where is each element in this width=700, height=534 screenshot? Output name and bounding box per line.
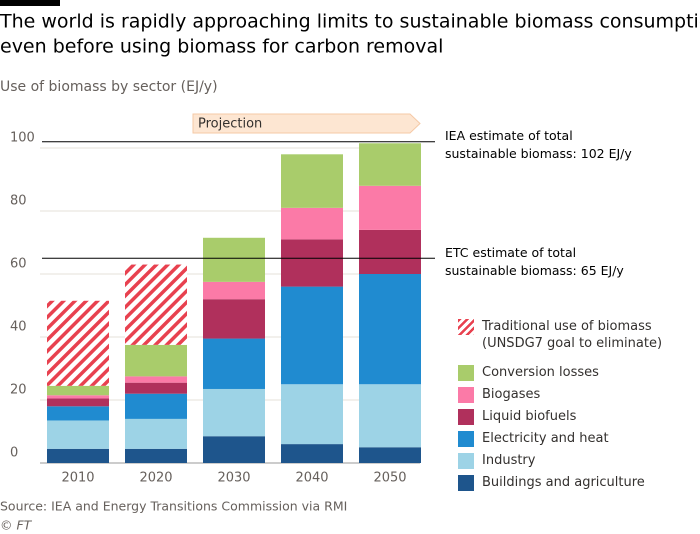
bar-segment [281,444,343,463]
chart-title: even before using biomass for carbon rem… [0,36,443,58]
x-tick-label: 2010 [61,471,94,486]
legend-label: Buildings and agriculture [482,475,645,490]
reference-label: IEA estimate of total [445,128,573,143]
bar-segment [359,384,421,448]
legend-swatch [458,319,474,335]
bar-segment [281,286,343,385]
bar-segment [359,229,421,274]
bar-segment [203,388,265,437]
bar-segment [359,274,421,385]
bar-segment [203,338,265,389]
legend-label: Industry [482,453,536,468]
bar-segment [47,420,109,449]
x-tick-label: 2020 [139,471,172,486]
legend-item: Biogases [458,386,698,403]
bar-segment [125,393,187,419]
y-tick-label: 100 [10,131,35,146]
chart-title: The world is rapidly approaching limits … [0,11,700,33]
legend-swatch [458,453,474,469]
bar-segment [359,143,421,186]
bar-segment [125,344,187,377]
legend-item: Electricity and heat [458,430,698,447]
legend-label: Conversion losses [482,365,599,380]
legend-item: Buildings and agriculture [458,474,698,491]
bar-segment [203,237,265,282]
bar-segment [47,395,109,399]
bar-segment [47,406,109,421]
bar-segment [359,185,421,230]
y-tick-label: 0 [10,446,18,461]
bar-segment [203,436,265,463]
reference-label: ETC estimate of total [445,245,576,260]
legend-label: Traditional use of biomass (UNSDG7 goal … [482,319,663,351]
source: Source: IEA and Energy Transitions Commi… [0,499,347,514]
bar-segment [281,207,343,240]
x-tick-label: 2050 [373,471,406,486]
legend-swatch [458,365,474,381]
projection-label: Projection [198,117,262,132]
bar-segment [125,382,187,394]
bar-segment [125,448,187,463]
bar-segment [281,384,343,445]
credit: © FT [0,518,33,533]
legend-swatch [458,387,474,403]
reference-label: sustainable biomass: 102 EJ/y [445,146,632,161]
projection-banner [192,113,421,134]
legend-label: Electricity and heat [482,431,609,446]
bar-segment [203,281,265,300]
reference-label: sustainable biomass: 65 EJ/y [445,263,624,278]
bar-segment [47,300,109,386]
legend-item: Traditional use of biomass (UNSDG7 goal … [458,318,698,352]
bar-segment [203,299,265,339]
y-tick-label: 60 [10,257,27,272]
bar-segment [125,376,187,383]
legend-swatch [458,409,474,425]
y-tick-label: 20 [10,383,27,398]
bar-segment [125,264,187,345]
bar-segment [359,447,421,463]
bar-segment [47,398,109,407]
legend-item: Industry [458,452,698,469]
legend-item: Liquid biofuels [458,408,698,425]
brand-bar [0,0,60,6]
bar-segment [47,448,109,463]
chart-subtitle: Use of biomass by sector (EJ/y) [0,79,218,95]
bar-segment [281,239,343,287]
y-tick-label: 40 [10,320,27,335]
legend-swatch [458,475,474,491]
legend-label: Biogases [482,387,541,402]
legend-item: Conversion losses [458,364,698,381]
bar-segment [47,385,109,396]
legend-label: Liquid biofuels [482,409,577,424]
bar-segment [125,418,187,449]
legend-swatch [458,431,474,447]
legend: Traditional use of biomass (UNSDG7 goal … [458,318,698,496]
x-tick-label: 2030 [217,471,250,486]
y-tick-label: 80 [10,194,27,209]
x-tick-label: 2040 [295,471,328,486]
bar-segment [281,154,343,208]
